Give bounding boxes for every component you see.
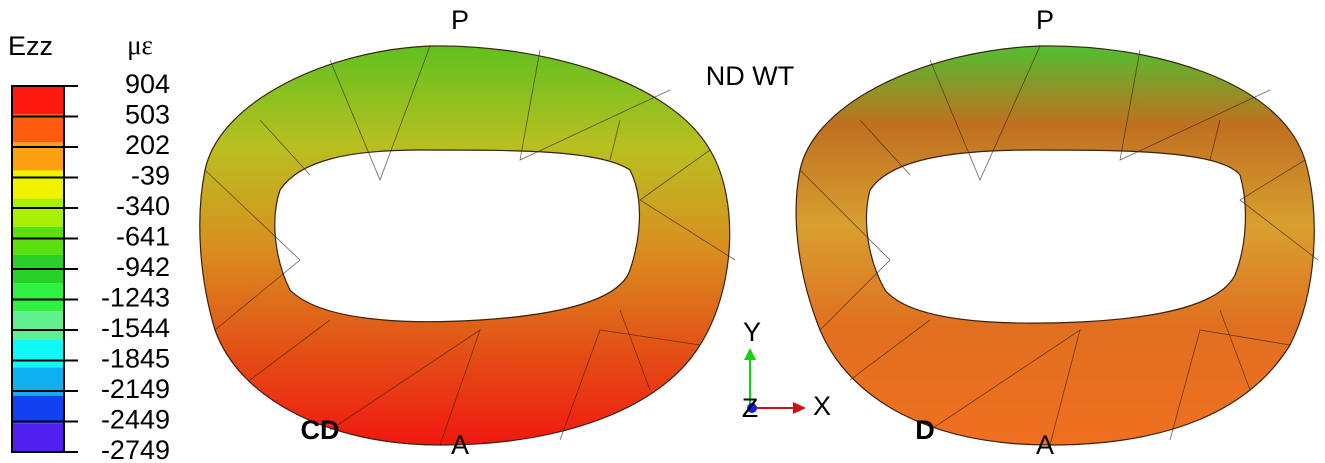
legend-title: Ezz — [8, 31, 53, 61]
axis-triad: Y Z X — [742, 317, 831, 423]
top-label: P — [451, 5, 469, 35]
colorbar: 904503202-39-340-641-942-1243-1544-1845-… — [12, 69, 170, 463]
color-swatch — [12, 396, 64, 424]
legend-label: -2449 — [101, 405, 170, 435]
ring-cd — [200, 46, 730, 445]
top-label: P — [1036, 5, 1054, 35]
legend-label: -1544 — [101, 313, 170, 343]
legend-label: 202 — [125, 130, 170, 160]
legend-label: 904 — [125, 69, 170, 99]
color-swatch — [12, 283, 64, 311]
color-swatch — [12, 227, 64, 255]
legend-label: -2149 — [101, 374, 170, 404]
legend-unit: με — [127, 30, 153, 60]
legend-label: -2749 — [101, 435, 170, 463]
color-swatch — [12, 424, 64, 452]
legend-label: -641 — [116, 222, 170, 252]
axis-x: X — [813, 391, 831, 421]
panel-label: D — [915, 415, 935, 445]
legend-label: -39 — [131, 161, 170, 191]
legend-label: -1845 — [101, 344, 170, 374]
color-swatch — [12, 86, 64, 114]
color-swatch — [12, 311, 64, 339]
color-swatch — [12, 199, 64, 227]
legend-label: -942 — [116, 252, 170, 282]
bottom-label: A — [1036, 430, 1054, 460]
axis-y: Y — [743, 317, 761, 347]
legend-label: 503 — [125, 100, 170, 130]
legend-label: -340 — [116, 191, 170, 221]
legend-label: -1243 — [101, 283, 170, 313]
panel-label: CD — [301, 415, 340, 445]
color-swatch — [12, 170, 64, 198]
color-swatch — [12, 339, 64, 367]
color-swatch — [12, 114, 64, 142]
figure-title: ND WT — [706, 61, 794, 91]
axis-z: Z — [742, 393, 759, 423]
bottom-label: A — [451, 430, 469, 460]
figure: Ezz με 904503202-39-340-641-942-1243-154… — [0, 0, 1325, 463]
